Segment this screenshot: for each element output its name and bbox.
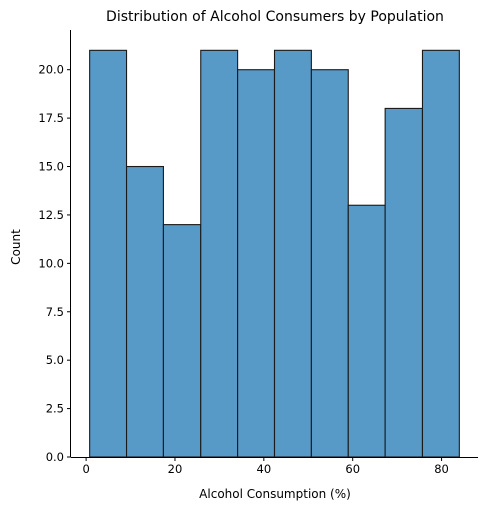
histogram-bar-7 [310, 69, 349, 458]
histogram-bar-10 [421, 49, 460, 458]
y-axis-ticks: 0.0 2.5 5.0 7.5 10.0 12.5 15.0 17.5 20.0 [38, 63, 71, 464]
histogram-bar-3 [162, 224, 202, 458]
bars-group [89, 49, 460, 458]
y-tick-label: 10.0 [38, 256, 64, 270]
x-tick-label: 60 [345, 462, 360, 476]
histogram-bar-8 [347, 204, 386, 458]
y-tick-label: 17.5 [38, 111, 64, 125]
histogram-bar-1 [89, 49, 128, 458]
histogram-bar-5 [237, 69, 276, 458]
x-axis-label: Alcohol Consumption (%) [199, 487, 351, 501]
chart-title: Distribution of Alcohol Consumers by Pop… [106, 9, 444, 25]
y-tick-label: 5.0 [46, 353, 64, 367]
x-tick-label: 0 [82, 462, 89, 476]
histogram-bar-4 [200, 49, 239, 458]
x-axis-ticks: 0 20 40 60 80 [82, 457, 449, 476]
y-tick-label: 0.0 [46, 450, 64, 464]
x-tick-label: 80 [434, 462, 449, 476]
y-tick-label: 2.5 [46, 402, 64, 416]
x-tick-label: 40 [257, 462, 272, 476]
y-tick-label: 20.0 [38, 63, 64, 77]
histogram-bar-2 [125, 165, 164, 458]
histogram-bar-6 [273, 49, 312, 458]
histogram-bar-9 [384, 107, 424, 458]
x-tick-label: 20 [168, 462, 183, 476]
y-axis-label: Count [9, 229, 23, 265]
y-tick-label: 15.0 [38, 160, 64, 174]
y-tick-label: 12.5 [38, 208, 64, 222]
y-tick-label: 7.5 [46, 305, 64, 319]
